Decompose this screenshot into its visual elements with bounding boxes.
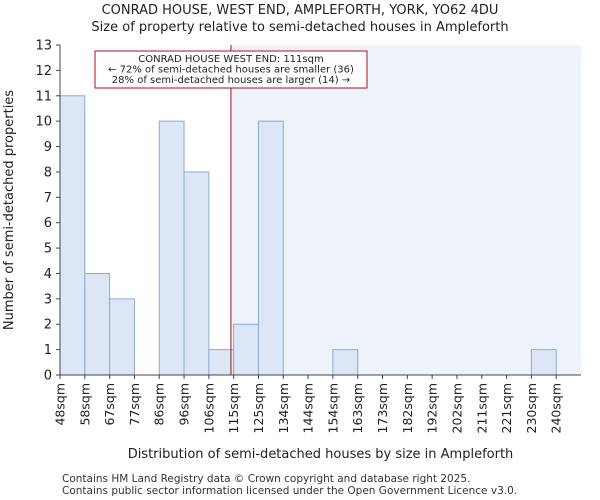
bar	[158, 120, 185, 376]
y-tick-label: 0	[44, 369, 52, 384]
x-tick-label: 154sqm	[325, 383, 340, 433]
chart-subtitle: Size of property relative to semi-detach…	[91, 20, 509, 35]
x-tick-label: 144sqm	[301, 383, 316, 433]
x-tick-label: 230sqm	[524, 383, 539, 433]
y-axis-title: Number of semi-detached properties	[2, 90, 17, 330]
x-tick-label: 163sqm	[350, 383, 365, 433]
y-tick-label: 5	[44, 242, 52, 257]
x-tick-label: 134sqm	[276, 383, 291, 433]
bar	[233, 323, 259, 376]
bar	[59, 95, 86, 376]
chart-title: CONRAD HOUSE, WEST END, AMPLEFORTH, YORK…	[101, 3, 499, 18]
y-tick-label: 8	[44, 165, 52, 180]
x-tick-label: 182sqm	[400, 383, 415, 433]
x-tick-label: 240sqm	[549, 383, 564, 433]
y-tick-label: 9	[44, 140, 52, 155]
footer-copyright: Contains HM Land Registry data © Crown c…	[62, 473, 471, 485]
x-tick-label: 202sqm	[449, 383, 464, 433]
x-axis-title: Distribution of semi-detached houses by …	[128, 447, 514, 462]
x-tick-label: 192sqm	[425, 383, 440, 433]
bar	[183, 171, 210, 376]
y-tick-label: 2	[44, 318, 52, 333]
bar	[257, 120, 284, 376]
y-tick-label: 3	[44, 292, 52, 307]
y-tick-label: 11	[35, 89, 52, 104]
bar	[109, 298, 135, 376]
x-tick-label: 221sqm	[499, 383, 514, 433]
y-tick-label: 6	[44, 216, 52, 231]
y-tick-label: 7	[44, 191, 52, 206]
bar	[84, 272, 111, 376]
y-tick-label: 12	[35, 64, 52, 79]
annotation-larger: 28% of semi-detached houses are larger (…	[112, 75, 350, 86]
bar	[208, 349, 235, 376]
x-tick-label: 115sqm	[226, 383, 241, 433]
x-tick-label: 86sqm	[152, 383, 167, 426]
annotation-smaller: ← 72% of semi-detached houses are smalle…	[108, 65, 354, 76]
y-tick-label: 10	[35, 115, 52, 130]
footer-licence: Contains public sector information licen…	[62, 485, 518, 497]
x-tick-label: 48sqm	[53, 383, 68, 426]
bar	[530, 349, 557, 376]
x-tick-label: 77sqm	[127, 383, 142, 426]
x-tick-label: 67sqm	[102, 383, 117, 426]
y-tick-label: 13	[35, 39, 52, 54]
annotation-title: CONRAD HOUSE WEST END: 111sqm	[138, 54, 323, 65]
x-tick-label: 125sqm	[251, 383, 266, 433]
highlight-region	[230, 45, 581, 375]
x-tick-label: 211sqm	[474, 383, 489, 433]
x-tick-label: 96sqm	[177, 383, 192, 426]
y-tick-label: 1	[44, 343, 52, 358]
bar	[332, 349, 359, 376]
x-tick-label: 106sqm	[201, 383, 216, 433]
x-tick-label: 58sqm	[77, 383, 92, 426]
annotation-box	[94, 50, 368, 89]
y-tick-label: 4	[44, 267, 52, 282]
x-tick-label: 173sqm	[375, 383, 390, 433]
